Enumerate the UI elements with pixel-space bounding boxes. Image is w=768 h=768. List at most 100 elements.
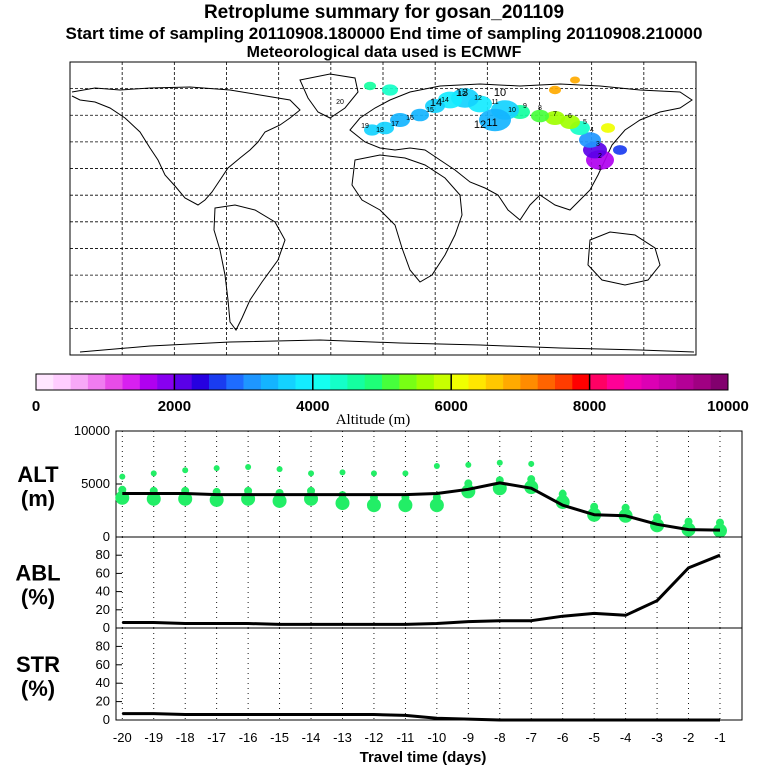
plume-day-number: 2 [598, 153, 602, 160]
colorbar-swatch [606, 374, 625, 390]
colorbar-tick-label: 6000 [435, 398, 468, 415]
colorbar-swatch [589, 374, 608, 390]
plume-cluster-upper [496, 459, 503, 466]
colorbar-swatch [710, 374, 729, 390]
plume-blob [425, 99, 445, 113]
plume-cluster-main [146, 491, 161, 506]
y-tick-label: 40 [96, 584, 110, 599]
plume-group-label: 11 [486, 117, 497, 129]
y-tick-label: 40 [96, 675, 110, 690]
plume-day-number: 5 [583, 119, 587, 126]
colorbar-tick-label: 10000 [707, 398, 749, 415]
colorbar-swatch [520, 374, 538, 390]
colorbar-swatch [624, 374, 642, 390]
colorbar-swatch [555, 374, 573, 390]
plume-cluster-upper [433, 462, 440, 469]
plume-cluster-upper [213, 465, 220, 472]
panel-frame-abl [115, 536, 743, 629]
colorbar-tick-label: 4000 [296, 398, 329, 415]
plume-day-number: 13 [458, 91, 466, 98]
plume-day-number: 12 [474, 95, 482, 102]
x-tick-label: -3 [651, 730, 663, 745]
x-tick-label: -8 [494, 730, 506, 745]
plume-cluster-main [366, 498, 381, 513]
plume-blob [601, 123, 615, 133]
colorbar-swatch [451, 374, 469, 390]
plume-blob [545, 111, 565, 125]
y-tick-label: 80 [96, 547, 110, 562]
chart-title: Retroplume summary for gosan_201109 [203, 2, 565, 23]
coast-africa [351, 154, 463, 283]
x-tick-label: -19 [144, 730, 163, 745]
plume-day-number: 1 [598, 165, 602, 172]
x-tick-label: -6 [557, 730, 569, 745]
plume-cluster-upper [276, 466, 283, 473]
plume-blob [549, 85, 561, 95]
plume-day-number: 11 [491, 99, 498, 106]
plume-day-number: 16 [406, 115, 414, 122]
map-grid [70, 62, 696, 355]
plume-cluster-upper [182, 467, 189, 474]
plume-blob [364, 124, 380, 136]
plume-cluster-minor [715, 518, 724, 527]
plume-blob [613, 145, 627, 155]
plume-cluster-minor [684, 517, 693, 526]
plume-cluster-minor [464, 479, 473, 488]
plume-cluster-upper [119, 473, 126, 480]
plume-day-number: 4 [590, 127, 594, 134]
plume-cluster-upper [591, 503, 598, 510]
plume-day-number: 20 [336, 99, 344, 106]
x-tick-label: -14 [302, 730, 321, 745]
x-tick-label: -17 [207, 730, 226, 745]
plume-cluster-main [429, 498, 444, 513]
coast-eurasia [349, 83, 693, 221]
plume-cluster-main [335, 496, 350, 511]
altitude-colorbar: 0 2000 4000 6000 8000 10000 [32, 373, 749, 415]
panel-label-abl: ABL [15, 561, 60, 586]
colorbar-tick-label: 0 [32, 398, 40, 415]
x-tick-label: -4 [620, 730, 632, 745]
plume-cluster-upper [622, 504, 629, 511]
x-tick-label: -13 [333, 730, 352, 745]
y-tick-label: 0 [103, 712, 110, 727]
colorbar-swatch [676, 374, 694, 390]
y-tick-label: 60 [96, 565, 110, 580]
panel-frame-str [115, 627, 743, 721]
panel-unit-str: (%) [21, 676, 55, 701]
plume-day-number: 3 [596, 141, 600, 148]
colorbar-label: Altitude (m) [336, 412, 411, 428]
colorbar-swatch [87, 374, 106, 390]
plume-cluster-minor [118, 485, 127, 494]
plume-cluster-upper [402, 470, 409, 477]
colorbar-swatch [105, 374, 123, 390]
plume-day-number: 6 [568, 113, 572, 120]
plume-cluster-upper [150, 470, 157, 477]
colorbar-swatch [139, 374, 158, 390]
colorbar-swatch [312, 374, 331, 390]
plume-cluster-main [178, 491, 193, 506]
x-tick-label: -5 [588, 730, 600, 745]
plume-cluster-main [398, 498, 413, 513]
x-axis-title: Travel time (days) [360, 749, 487, 766]
x-tick-label: -10 [427, 730, 446, 745]
plume-day-number: 14 [441, 97, 449, 104]
plume-blob [531, 109, 549, 123]
colorbar-swatch [330, 374, 348, 390]
plume-cluster-upper [308, 470, 315, 477]
plume-overlay: 1234567891011121314151617181920101112131… [336, 76, 627, 172]
x-tick-label: -9 [463, 730, 475, 745]
plume-cluster-minor [244, 486, 253, 495]
x-tick-label: -12 [365, 730, 384, 745]
colorbar-swatch [693, 374, 711, 390]
colorbar-swatch [416, 374, 435, 390]
plume-cluster-minor [527, 475, 536, 484]
x-tick-label: -1 [714, 730, 726, 745]
met-data-line: Meteorological data used is ECMWF [246, 44, 522, 61]
coast-south-america [213, 204, 286, 331]
plume-day-number: 15 [426, 107, 434, 114]
plume-day-number: 9 [523, 103, 527, 110]
x-tick-label: -7 [525, 730, 537, 745]
colorbar-swatch [295, 374, 314, 390]
y-tick-label: 60 [96, 657, 110, 672]
